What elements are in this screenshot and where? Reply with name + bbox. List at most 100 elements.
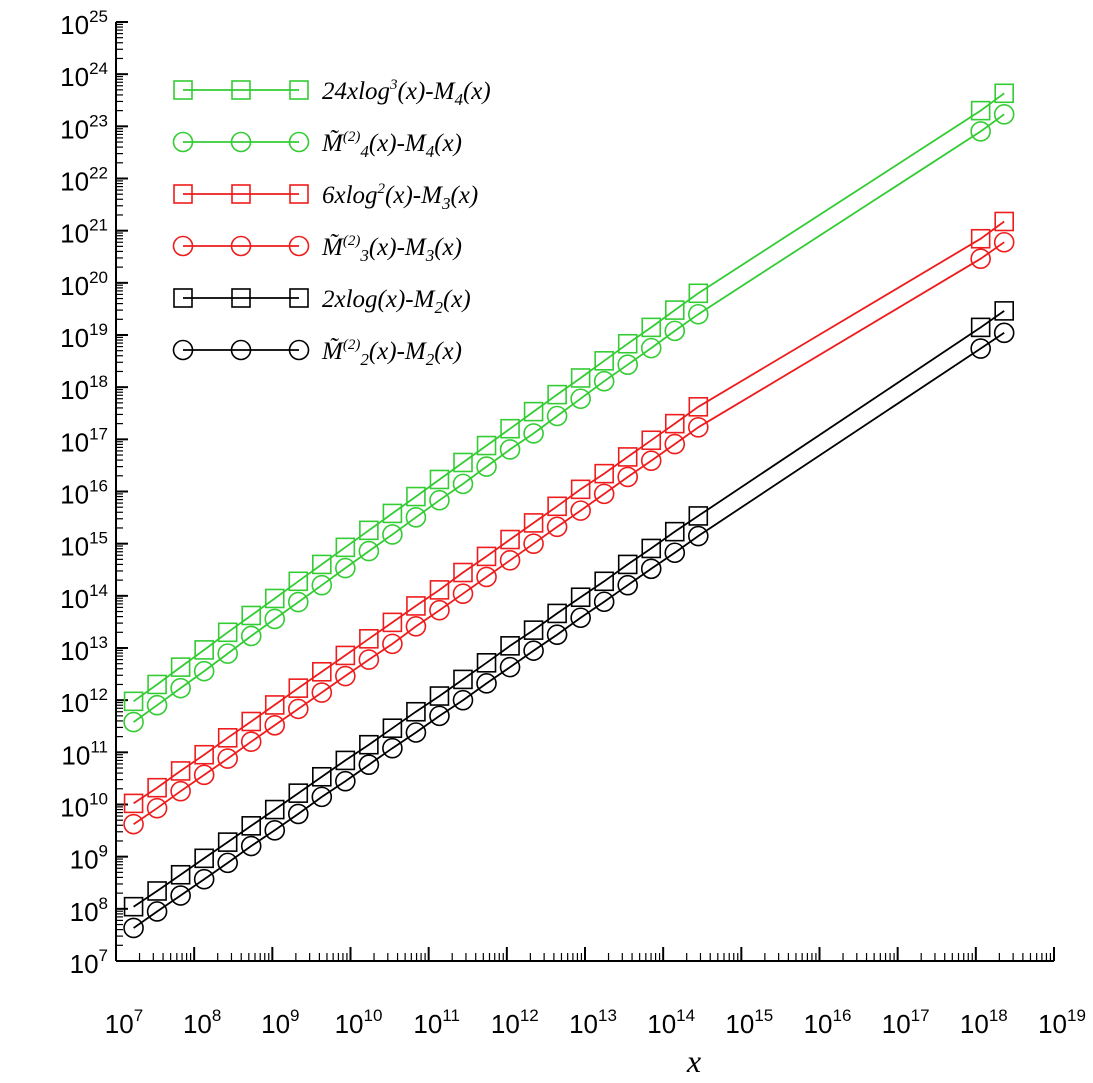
- series-3: [123, 211, 1014, 814]
- data-point: [594, 463, 614, 484]
- data-point: [123, 793, 144, 814]
- legend: 24xlog3(x)-M4(x) M̃(2)4(x)-M4(x) 6xlog2(x)…: [172, 77, 491, 369]
- data-point: [641, 430, 662, 451]
- data-point: [523, 620, 544, 640]
- data-point: [970, 338, 991, 359]
- data-point: [147, 777, 167, 798]
- y-tick-label: 107: [70, 946, 108, 979]
- data-point: [146, 901, 168, 922]
- data-point: [405, 507, 427, 528]
- legend-label: 2xlog(x)-M2(x): [322, 286, 471, 317]
- y-tick-label: 109: [70, 842, 108, 875]
- data-point: [288, 783, 309, 803]
- data-point: [993, 231, 1015, 253]
- data-point: [335, 557, 356, 579]
- data-point: [194, 848, 214, 869]
- data-point: [359, 734, 379, 755]
- x-tick-label: 1016: [804, 1006, 852, 1039]
- plot-axes: 107 108 109 1010 1011 1012 1013 1014 1015 1016 101…: [60, 7, 1086, 1039]
- data-point: [617, 574, 639, 596]
- data-point: [311, 682, 333, 703]
- data-point: [287, 698, 309, 720]
- data-point: [194, 640, 214, 660]
- legend-marker: [231, 80, 251, 100]
- data-point: [476, 546, 497, 567]
- data-point: [593, 591, 615, 613]
- data-point: [593, 370, 615, 392]
- data-point: [335, 665, 356, 687]
- series-line: [133, 113, 1005, 723]
- data-point: [664, 542, 686, 564]
- data-point: [240, 835, 262, 857]
- data-point: [640, 337, 662, 359]
- data-point: [382, 718, 403, 739]
- legend-marker: [230, 131, 252, 153]
- data-point: [429, 705, 450, 727]
- data-point: [500, 418, 520, 439]
- data-point: [170, 677, 191, 699]
- data-point: [452, 583, 474, 604]
- legend-marker: [288, 131, 310, 153]
- data-point: [476, 566, 497, 588]
- legend-marker: [172, 339, 194, 361]
- data-point: [688, 283, 709, 304]
- data-point: [170, 780, 191, 802]
- data-point: [523, 423, 544, 444]
- data-point: [664, 320, 686, 342]
- legend-marker: [172, 235, 194, 257]
- legend-label: M̃(2)3(x)-M3(x): [321, 233, 462, 265]
- legend-label: M̃(2)2(x)-M2(x): [321, 337, 462, 369]
- x-tick-label: 107: [105, 1006, 143, 1039]
- data-point: [993, 322, 1015, 344]
- data-point: [217, 832, 238, 852]
- data-point: [288, 571, 309, 592]
- data-point: [170, 761, 191, 781]
- data-point: [335, 770, 356, 792]
- data-point: [664, 413, 685, 434]
- data-point: [546, 624, 568, 645]
- data-point: [405, 722, 427, 743]
- y-tick-label: 1019: [60, 320, 108, 353]
- data-point: [123, 896, 144, 917]
- y-tick-label: 1013: [60, 633, 108, 666]
- data-point: [570, 368, 591, 388]
- legend-marker: [230, 339, 252, 361]
- data-point: [500, 636, 520, 656]
- data-point: [970, 100, 991, 121]
- data-point: [687, 525, 709, 547]
- data-point: [312, 554, 332, 575]
- series-line: [133, 310, 1005, 908]
- data-point: [476, 673, 497, 694]
- series-line: [133, 92, 1005, 703]
- data-point: [335, 645, 356, 666]
- x-tick-label: 1011: [413, 1006, 460, 1039]
- data-point: [217, 622, 238, 643]
- data-point: [994, 83, 1014, 104]
- x-axis-title: x: [686, 1043, 701, 1079]
- data-point: [382, 524, 403, 545]
- x-tick-label: 1010: [335, 1006, 383, 1039]
- data-point: [358, 540, 380, 562]
- data-point: [241, 605, 262, 626]
- data-point: [640, 450, 662, 471]
- data-point: [617, 466, 639, 488]
- data-point: [288, 678, 309, 698]
- y-tick-label: 1016: [60, 477, 108, 510]
- data-point: [593, 483, 615, 505]
- data-point: [359, 629, 379, 649]
- legend-entry-1: 24xlog3(x)-M4(x): [173, 77, 491, 109]
- data-point: [241, 816, 262, 836]
- data-point: [170, 657, 191, 677]
- x-tick-label: 1019: [1038, 1006, 1086, 1039]
- data-point: [240, 731, 262, 752]
- data-point: [617, 447, 638, 467]
- y-tick-label: 1018: [60, 372, 108, 405]
- data-point: [429, 686, 450, 706]
- y-tick-label: 1020: [60, 268, 108, 301]
- data-point: [688, 506, 709, 526]
- legend-marker: [172, 131, 194, 153]
- data-point: [570, 607, 591, 629]
- legend-marker: [230, 235, 252, 257]
- data-point: [687, 303, 709, 325]
